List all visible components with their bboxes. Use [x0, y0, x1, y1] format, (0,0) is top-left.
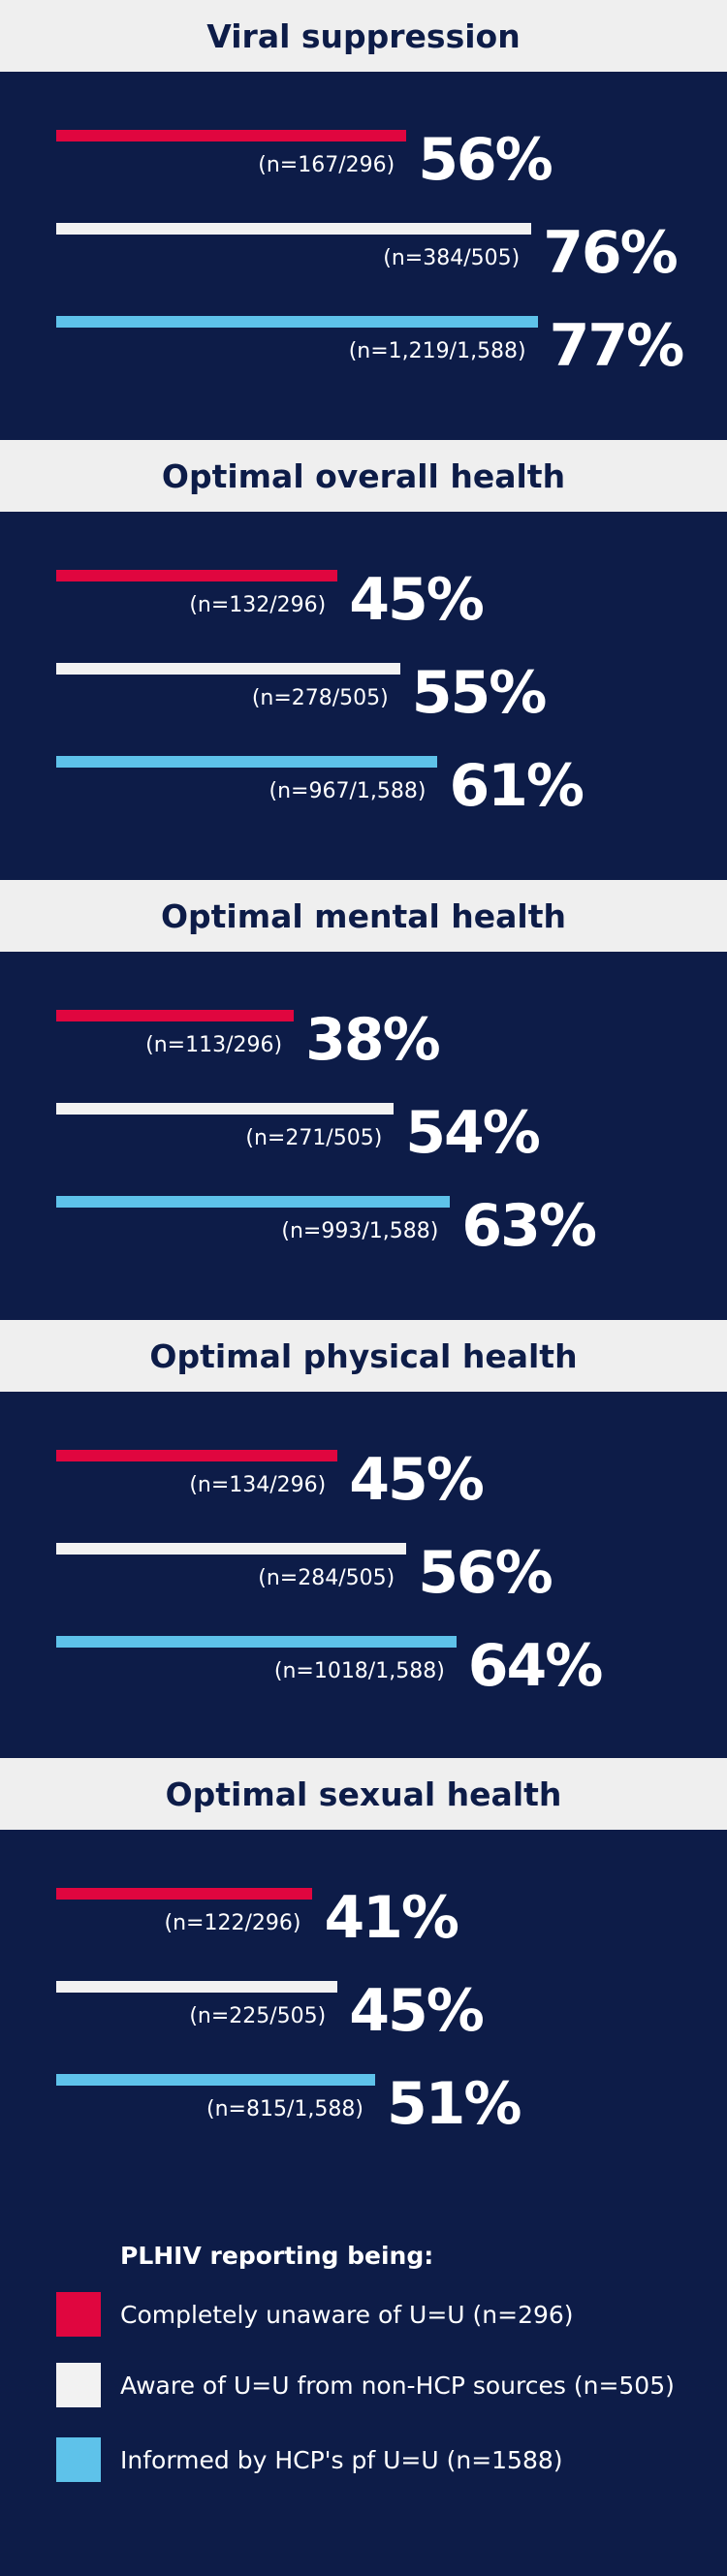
bar	[56, 1103, 395, 1115]
bar	[56, 1010, 295, 1021]
legend-heading: PLHIV reporting being:	[120, 2242, 434, 2270]
bar	[56, 570, 338, 581]
panel-title: Optimal mental health	[0, 880, 727, 952]
bar	[56, 756, 438, 768]
bar	[56, 130, 407, 141]
legend-label: Completely unaware of U=U (n=296)	[120, 2300, 574, 2329]
sample-size-label: (n=167/296)	[258, 153, 395, 177]
sample-size-label: (n=815/1,588)	[206, 2097, 364, 2121]
data-label: 63%	[461, 1192, 597, 1260]
legend-item: Aware of U=U from non-HCP sources (n=505…	[56, 2363, 675, 2407]
data-label: 38%	[305, 1006, 441, 1074]
bar	[56, 1543, 407, 1555]
data-label: 56%	[418, 126, 553, 194]
data-label: 51%	[386, 2070, 522, 2138]
sample-size-label: (n=271/505)	[245, 1126, 383, 1150]
data-label: 45%	[349, 566, 485, 634]
data-label: 45%	[349, 1977, 485, 2045]
sample-size-label: (n=384/505)	[383, 246, 521, 270]
data-label: 56%	[418, 1539, 553, 1607]
panel-title: Optimal physical health	[0, 1320, 727, 1392]
data-label: 77%	[549, 312, 685, 380]
bar	[56, 223, 532, 235]
sample-size-label: (n=284/505)	[258, 1566, 395, 1590]
sample-size-label: (n=113/296)	[145, 1033, 283, 1057]
bar	[56, 1981, 338, 1993]
bar	[56, 2074, 375, 2086]
legend-swatch	[56, 2363, 101, 2407]
legend-swatch	[56, 2292, 101, 2337]
legend-label: Informed by HCP's pf U=U (n=1588)	[120, 2445, 563, 2474]
sample-size-label: (n=1018/1,588)	[273, 1659, 445, 1683]
legend-swatch	[56, 2437, 101, 2482]
panel-title: Viral suppression	[0, 0, 727, 72]
bar	[56, 1636, 457, 1648]
data-label: 61%	[449, 752, 585, 820]
sample-size-label: (n=122/296)	[164, 1911, 301, 1935]
bar	[56, 316, 538, 328]
panel-title: Optimal sexual health	[0, 1758, 727, 1830]
bar	[56, 1450, 338, 1461]
sample-size-label: (n=278/505)	[251, 686, 389, 710]
data-label: 76%	[543, 219, 679, 287]
legend-label: Aware of U=U from non-HCP sources (n=505…	[120, 2371, 675, 2400]
data-label: 55%	[411, 659, 548, 727]
sample-size-label: (n=1,219/1,588)	[348, 339, 526, 363]
sample-size-label: (n=134/296)	[189, 1473, 327, 1497]
bar	[56, 1196, 451, 1208]
sample-size-label: (n=225/505)	[189, 2004, 327, 2028]
data-label: 45%	[349, 1446, 485, 1514]
sample-size-label: (n=993/1,588)	[281, 1219, 439, 1243]
bar	[56, 1888, 313, 1900]
data-label: 54%	[405, 1099, 541, 1167]
legend-item: Informed by HCP's pf U=U (n=1588)	[56, 2437, 563, 2482]
panel-title: Optimal overall health	[0, 440, 727, 512]
legend-item: Completely unaware of U=U (n=296)	[56, 2292, 574, 2337]
data-label: 41%	[324, 1884, 459, 1952]
data-label: 64%	[467, 1632, 604, 1700]
sample-size-label: (n=967/1,588)	[269, 779, 427, 803]
sample-size-label: (n=132/296)	[189, 593, 327, 617]
bar	[56, 663, 400, 675]
